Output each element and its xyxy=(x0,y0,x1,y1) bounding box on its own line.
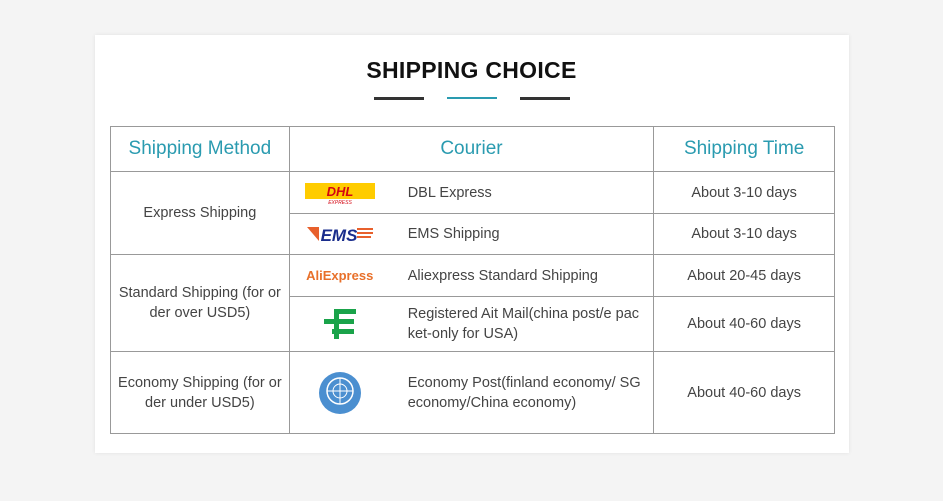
table-row: Express Shipping DHL EXPRESS DBL Express … xyxy=(110,171,835,255)
method-cell: Economy Shipping (for or der under USD5) xyxy=(110,351,290,434)
courier-cell: Economy Post(finland economy/ SG economy… xyxy=(288,351,655,434)
shipping-table: Shipping Method Courier Shipping Time Ex… xyxy=(110,126,835,434)
page-title: SHIPPING CHOICE xyxy=(366,57,577,83)
time-cell: About 40-60 days xyxy=(653,296,835,352)
courier-name: Economy Post(finland economy/ SG economy… xyxy=(407,374,641,411)
table-row: Standard Shipping (for or der over USD5)… xyxy=(110,254,835,352)
courier-name: Registered Ait Mail(china post/e pac ket… xyxy=(407,306,640,342)
header-courier: Courier xyxy=(288,126,655,172)
time-cell: About 3-10 days xyxy=(653,213,835,255)
divider-accent xyxy=(447,97,497,99)
svg-text:EMS: EMS xyxy=(320,226,358,245)
courier-name: Aliexpress Standard Shipping xyxy=(407,267,598,284)
time-cell: About 20-45 days xyxy=(653,254,835,297)
ems-logo: EMS xyxy=(304,223,376,245)
header-method: Shipping Method xyxy=(110,126,290,172)
svg-text:EXPRESS: EXPRESS xyxy=(328,200,352,205)
time-cell: About 3-10 days xyxy=(653,171,835,214)
divider xyxy=(520,97,570,100)
table-row: Economy Shipping (for or der under USD5)… xyxy=(110,351,835,434)
header-time: Shipping Time xyxy=(653,126,835,172)
dhl-logo: DHL EXPRESS xyxy=(304,181,376,205)
method-cell: Express Shipping xyxy=(110,171,290,255)
courier-name: DBL Express xyxy=(407,184,492,201)
table-header: Shipping Method Courier Shipping Time xyxy=(110,126,835,172)
courier-cell: DHL EXPRESS DBL Express xyxy=(288,171,655,214)
aliexpress-logo: AliExpress xyxy=(306,267,374,283)
courier-cell: AliExpress Aliexpress Standard Shipping xyxy=(288,254,655,297)
courier-name: EMS Shipping xyxy=(407,226,500,242)
china-post-logo xyxy=(304,307,376,341)
divider xyxy=(374,97,424,100)
table-row: EMS EMS Shipping About 3-10 days xyxy=(111,213,835,255)
courier-cell: EMS EMS Shipping xyxy=(288,213,655,255)
svg-text:DHL: DHL xyxy=(326,184,353,199)
method-cell: Standard Shipping (for or der over USD5) xyxy=(110,254,290,352)
courier-cell: Registered Ait Mail(china post/e pac ket… xyxy=(288,296,655,352)
un-logo xyxy=(304,370,376,416)
time-cell: About 40-60 days xyxy=(653,351,835,434)
